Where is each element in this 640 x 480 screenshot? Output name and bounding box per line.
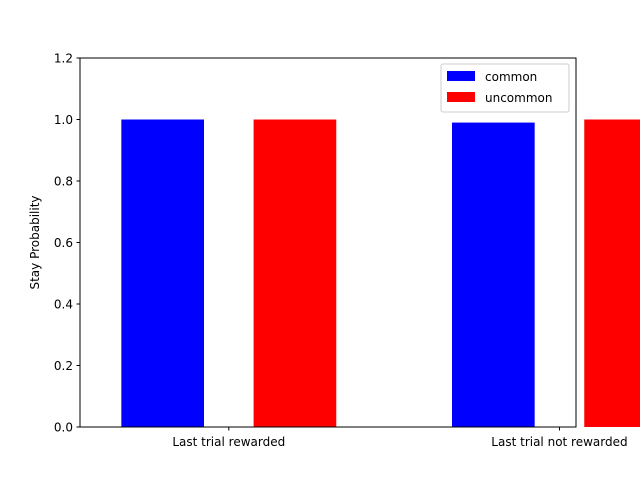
y-tick-label: 0.0: [54, 421, 73, 435]
legend: common uncommon: [440, 63, 570, 113]
y-tick-label: 0.6: [54, 236, 73, 250]
y-tick-label: 1.0: [54, 113, 73, 127]
legend-label-uncommon: uncommon: [485, 91, 552, 105]
bars-layer: [121, 119, 640, 427]
y-axis: 0.0 0.2 0.4 0.6 0.8 1.0 1.2: [54, 52, 80, 435]
y-tick-label: 0.2: [54, 359, 73, 373]
y-tick-label: 0.8: [54, 175, 73, 189]
y-tick-label: 0.4: [54, 298, 73, 312]
x-axis: Last trial rewarded Last trial not reward…: [172, 427, 628, 449]
x-tick-label: Last trial rewarded: [172, 435, 285, 449]
bar-common-0: [121, 119, 204, 427]
y-tick-label: 1.2: [54, 52, 73, 66]
bar-uncommon-1: [584, 119, 640, 427]
legend-swatch-uncommon: [447, 92, 475, 102]
x-tick-label: Last trial not rewarded: [491, 435, 627, 449]
bar-uncommon-0: [253, 119, 337, 427]
bar-common-1: [452, 122, 535, 427]
y-axis-label: Stay Probability: [28, 195, 42, 289]
legend-swatch-common: [447, 71, 475, 81]
legend-label-common: common: [485, 70, 537, 84]
